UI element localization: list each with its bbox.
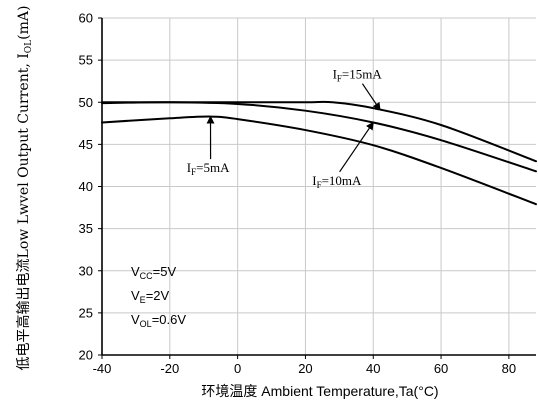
y-axis-label-cn: 低电平高输出电流 (15, 258, 32, 370)
condition-e: VE=2V (131, 288, 170, 305)
curve-if-10ma (101, 101, 537, 173)
y-tick-label-40: 40 (79, 179, 93, 194)
condition-ol: VOL=0.6V (131, 312, 186, 329)
y-tick-label-60: 60 (79, 11, 93, 26)
y-axis-label: 低电平高输出电流Low Lwvel Output Current, IOL(mA… (15, 6, 34, 371)
curve-labels: IF=15mA IF=10mA IF=5mA (187, 67, 383, 190)
y-tick-label-55: 55 (79, 53, 93, 68)
x-tick-label--40: -40 (93, 361, 112, 376)
y-axis-label-unit: (mA) (16, 6, 32, 40)
label-if10-arrow (339, 121, 374, 173)
curves (101, 100, 537, 206)
y-tick-label-50: 50 (79, 95, 93, 110)
label-if15: IF=15mA (333, 67, 383, 84)
y-tick-label-35: 35 (79, 221, 93, 236)
label-if5: IF=5mA (187, 160, 230, 177)
curve-if-5ma (101, 115, 537, 206)
x-tick-label-20: 20 (298, 361, 312, 376)
y-tick-label-20: 20 (79, 348, 93, 363)
axes: -40 -20 0 20 40 60 80 20 25 30 35 40 45 50 55 60 (79, 11, 536, 376)
y-axis-label-en: Low Lwvel Output Current, I (16, 53, 32, 258)
label-if15-arrow (361, 83, 381, 111)
curve-if-15ma (101, 100, 537, 163)
x-tick-label-60: 60 (434, 361, 448, 376)
x-tick-label-0: 0 (234, 361, 241, 376)
y-tick-label-25: 25 (79, 305, 93, 320)
x-tick-label-80: 80 (502, 361, 516, 376)
x-tick-label--20: -20 (160, 361, 179, 376)
y-axis-label-sub: OL (24, 40, 34, 53)
condition-cc: VCC=5V (131, 264, 176, 281)
y-tick-label-45: 45 (79, 137, 93, 152)
test-conditions: VCC=5V VE=2V VOL=0.6V (131, 264, 186, 329)
y-tick-label-30: 30 (79, 263, 93, 278)
x-axis-label: 环境温度 Ambient Temperature,Ta(°C) (201, 383, 438, 399)
x-tick-label-40: 40 (366, 361, 380, 376)
label-if10: IF=10mA (312, 173, 362, 190)
